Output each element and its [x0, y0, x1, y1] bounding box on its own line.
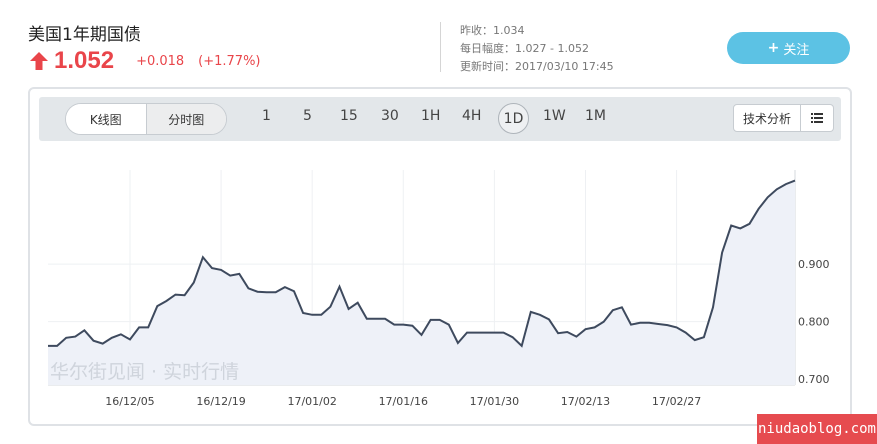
follow-button[interactable]: + 关注 — [727, 32, 850, 64]
plus-icon: + — [767, 40, 780, 56]
x-tick-label: 17/01/02 — [287, 395, 336, 408]
prev-close: 昨收：1.034 — [460, 24, 525, 37]
period-5[interactable]: 5 — [303, 108, 312, 124]
price-row: 1.052 +0.018 (+1.77%) — [28, 47, 261, 74]
y-axis-labels: 0.700 0.800 0.900 — [798, 258, 830, 386]
area-fill — [48, 180, 795, 385]
period-4h[interactable]: 4H — [462, 108, 482, 124]
period-1w[interactable]: 1W — [543, 108, 566, 124]
price-change-percent: (+1.77%) — [198, 53, 261, 69]
period-1d[interactable]: 1D — [498, 103, 529, 134]
x-axis-labels: 16/12/05 16/12/19 17/01/02 17/01/16 17/01/30… — [105, 395, 701, 408]
x-tick-label: 17/01/16 — [379, 395, 428, 408]
y-tick-label: 0.700 — [798, 373, 830, 386]
period-30[interactable]: 30 — [381, 108, 399, 124]
x-tick-label: 17/01/30 — [470, 395, 519, 408]
list-icon — [811, 113, 823, 123]
x-tick-label: 16/12/19 — [196, 395, 245, 408]
site-watermark-badge: niudaoblog.com — [757, 414, 877, 444]
follow-label: 关注 — [783, 42, 810, 58]
timeshare-tab[interactable]: 分时图 — [145, 104, 226, 134]
period-1h[interactable]: 1H — [421, 108, 441, 124]
update-time: 更新时间：2017/03/10 17:45 — [460, 60, 614, 73]
period-15[interactable]: 15 — [340, 108, 358, 124]
day-range: 每日幅度：1.027 - 1.052 — [460, 42, 589, 55]
list-menu-button[interactable] — [801, 104, 834, 132]
series-line — [48, 179, 796, 348]
instrument-title: 美国1年期国债 — [28, 25, 141, 45]
header-divider — [440, 22, 441, 72]
x-tick-label: 17/02/13 — [561, 395, 610, 408]
up-arrow-icon — [30, 52, 48, 70]
chart-mode-toggle: K线图 分时图 — [65, 103, 227, 135]
kline-tab[interactable]: K线图 — [66, 104, 146, 134]
period-1m[interactable]: 1M — [585, 108, 606, 124]
x-tick-label: 16/12/05 — [105, 395, 154, 408]
last-price: 1.052 — [54, 47, 115, 74]
price-change: +0.018 — [136, 53, 185, 69]
x-tick-label: 17/02/27 — [652, 395, 701, 408]
y-tick-label: 0.900 — [798, 258, 830, 271]
y-tick-label: 0.800 — [798, 316, 830, 329]
watermark-text: 华尔街见闻 · 实时行情 — [50, 361, 239, 383]
period-1[interactable]: 1 — [262, 108, 271, 124]
technical-analysis-button[interactable]: 技术分析 — [733, 104, 801, 132]
